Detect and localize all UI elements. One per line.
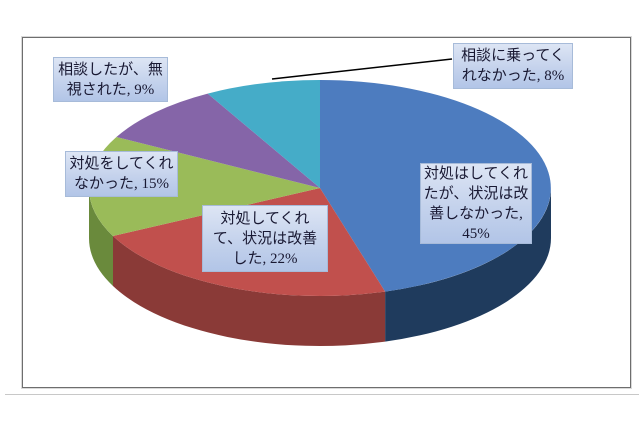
page-divider: [5, 394, 639, 395]
data-label-not-improved: 対処はしてくれ たが、状況は改 善しなかった, 45%: [420, 163, 532, 244]
pie-slice-refused: [207, 79, 320, 188]
pie-side-not-improved: [385, 188, 551, 342]
data-label-ignored: 相談したが、無 視された, 9%: [53, 57, 168, 102]
data-label-improved: 対処してくれ て、状況は改善 した, 22%: [202, 205, 328, 272]
data-label-refused: 相談に乗ってく れなかった, 8%: [453, 43, 573, 89]
data-label-not-handled: 対処をしてくれ なかった, 15%: [65, 151, 178, 197]
leader-line-refused: [271, 58, 453, 80]
pie-side-not-handled: [88, 188, 113, 286]
pie-side-improved: [113, 236, 386, 346]
pie-slice-ignored: [116, 93, 321, 188]
